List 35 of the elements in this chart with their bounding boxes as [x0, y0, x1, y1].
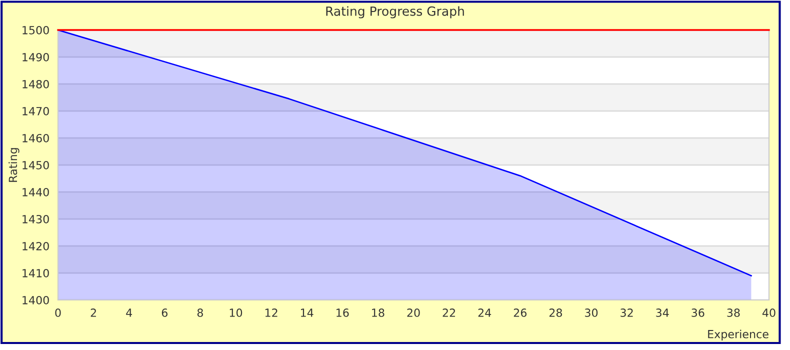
- x-tick-label: 10: [230, 308, 242, 317]
- y-tick-label: 1450: [22, 160, 49, 170]
- x-tick-label: 22: [442, 308, 456, 317]
- x-tick-label: 8: [197, 308, 203, 317]
- x-tick-label: 0: [55, 308, 61, 317]
- x-tick-label: 40: [762, 308, 776, 317]
- y-tick-label: 1430: [22, 214, 49, 224]
- x-tick-label: 30: [585, 308, 598, 317]
- x-tick-label: 28: [549, 308, 562, 317]
- y-tick-label: 1470: [22, 106, 49, 116]
- x-tick-label: 2: [90, 308, 96, 317]
- y-axis-title: Rating: [8, 148, 20, 182]
- x-tick-label: 32: [620, 308, 633, 317]
- y-tick-label: 1400: [22, 296, 49, 304]
- x-tick-label: 16: [336, 308, 349, 317]
- x-tick-label: 18: [372, 308, 384, 317]
- x-tick-label: 14: [301, 308, 314, 317]
- x-tick-label: 6: [162, 308, 168, 317]
- y-tick-label: 1460: [22, 134, 49, 142]
- y-tick-label: 1500: [22, 26, 49, 34]
- x-tick-label: 12: [265, 308, 278, 317]
- x-tick-label: 24: [478, 308, 492, 317]
- x-tick-label: 38: [727, 308, 740, 317]
- y-tick-label: 1420: [22, 242, 49, 250]
- x-tick-label: 36: [692, 308, 704, 317]
- y-tick-label: 1410: [22, 268, 49, 278]
- x-tick-label: 20: [407, 308, 420, 317]
- x-axis-title: Experience: [708, 330, 768, 340]
- x-tick-label: 4: [126, 308, 132, 317]
- y-tick-label: 1480: [22, 80, 49, 88]
- x-tick-label: 34: [656, 308, 669, 317]
- y-tick-label: 1440: [22, 188, 49, 196]
- x-tick-label: 26: [514, 308, 527, 317]
- chart-title: Rating Progress Graph: [326, 6, 464, 18]
- y-tick-label: 1490: [22, 52, 49, 62]
